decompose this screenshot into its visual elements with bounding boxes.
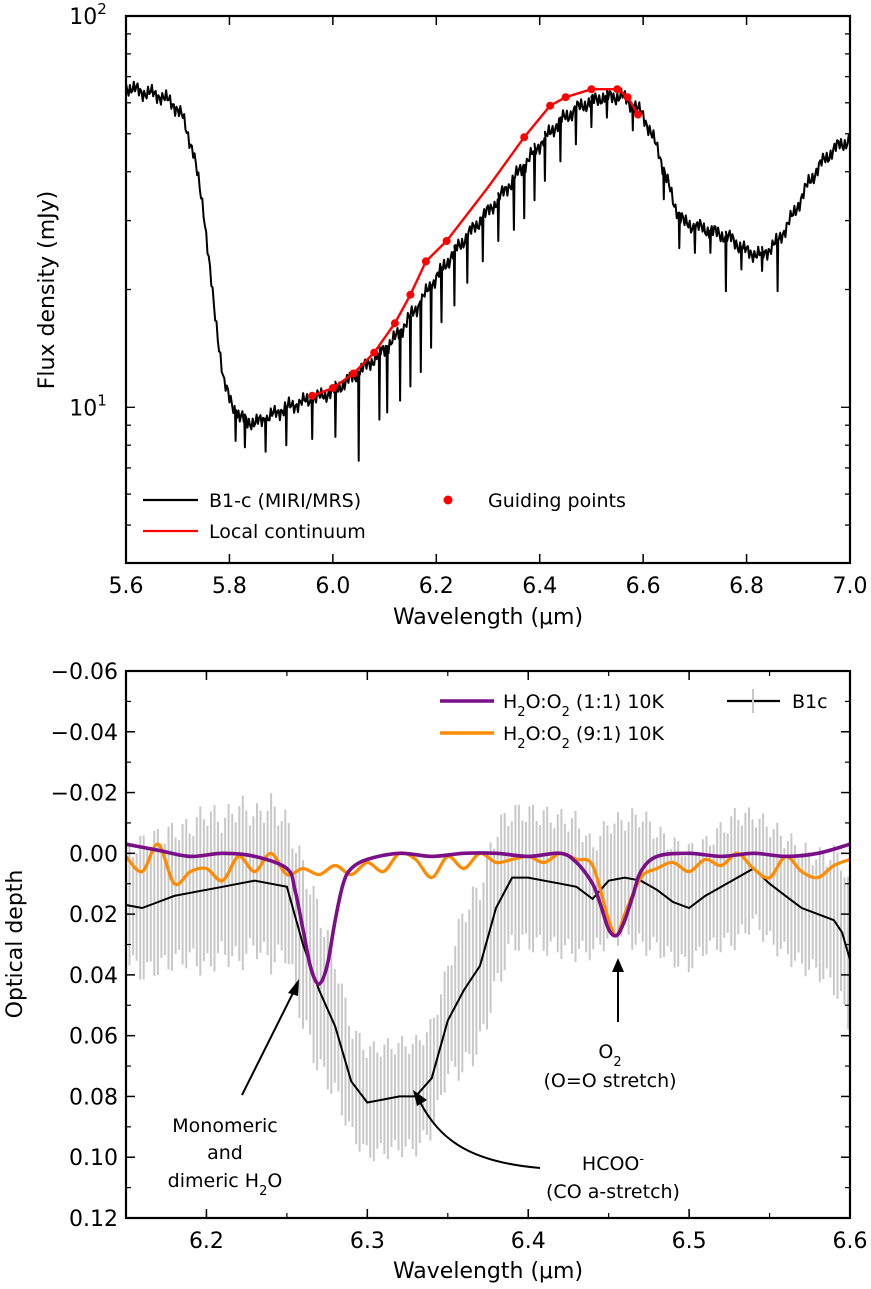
annotation-text-water-line3: dimeric H2O bbox=[168, 1170, 283, 1199]
legend-label-guiding-points: Guiding points bbox=[488, 490, 626, 512]
top-series bbox=[125, 80, 851, 462]
series-h2o-o2-1-1-10k-line bbox=[125, 842, 851, 986]
guiding-point bbox=[406, 290, 415, 299]
guiding-point bbox=[587, 85, 596, 94]
bottom-y-tick-label: 0.10 bbox=[69, 1146, 118, 1171]
top-x-tick-label: 5.8 bbox=[212, 574, 247, 599]
b1c-error-bars bbox=[125, 793, 850, 1162]
legend-label-b1c: B1c bbox=[792, 691, 828, 713]
top-x-tick-label: 6.8 bbox=[729, 574, 764, 599]
top-x-tick-labels: 5.6 5.8 6.0 6.2 6.4 6.6 6.8 7.0 bbox=[109, 574, 868, 599]
annotation-text-hcoo-line1: HCOO- bbox=[582, 1152, 644, 1176]
bottom-y-tick-label: 0.08 bbox=[69, 1085, 118, 1110]
guiding-point bbox=[421, 257, 430, 266]
top-y-axis-label: Flux density (mJy) bbox=[35, 191, 60, 389]
bottom-y-tick-label: 0.12 bbox=[69, 1207, 118, 1232]
bottom-x-tick-label: 6.2 bbox=[189, 1229, 224, 1254]
guiding-point bbox=[308, 391, 317, 400]
top-y-tick-label-exp: 2 bbox=[97, 0, 107, 18]
top-x-tick-label: 5.6 bbox=[109, 574, 144, 599]
annotation-text-o2-line2: (O=O stretch) bbox=[543, 1070, 676, 1092]
annotation-arrowhead-water bbox=[288, 979, 299, 996]
bottom-y-tick-label: 0.00 bbox=[69, 842, 118, 867]
legend-label-h2o-o2-1-1: H2O:O2 (1:1) 10K bbox=[503, 691, 665, 720]
top-y-tick-label-exp: 1 bbox=[97, 391, 107, 409]
annotation-text-water-line1: Monomeric bbox=[172, 1115, 277, 1137]
bottom-legend: H2O:O2 (1:1) 10K H2O:O2 (9:1) 10K B1c bbox=[440, 689, 828, 752]
bottom-y-tick-label: 0.06 bbox=[69, 1025, 118, 1050]
legend-label-local-continuum: Local continuum bbox=[209, 521, 366, 543]
annotation-arrow-hcoo bbox=[419, 1101, 541, 1169]
annotation-o2: O2 (O=O stretch) bbox=[543, 958, 677, 1092]
guiding-point bbox=[623, 93, 632, 102]
bottom-panel: 6.2 6.3 6.4 6.5 6.6 −0.06 −0.04 −0.02 0.00 0.02 0… bbox=[3, 660, 868, 1284]
top-y-tick-label: 101 bbox=[69, 391, 107, 421]
bottom-series bbox=[124, 842, 851, 1104]
annotation-arrowhead-hcoo bbox=[413, 1090, 427, 1106]
bottom-y-tick-label: −0.06 bbox=[51, 660, 118, 685]
guiding-point bbox=[328, 384, 337, 392]
bottom-y-tick-label: −0.04 bbox=[51, 721, 118, 746]
top-x-tick-label: 7.0 bbox=[833, 574, 868, 599]
series-local-continuum-line bbox=[311, 87, 640, 397]
bottom-x-tick-label: 6.3 bbox=[350, 1229, 385, 1254]
guiding-point bbox=[370, 348, 379, 357]
top-ticks bbox=[125, 16, 851, 564]
guiding-point bbox=[390, 319, 399, 328]
bottom-y-tick-label: 0.02 bbox=[69, 903, 118, 928]
bottom-x-tick-labels: 6.2 6.3 6.4 6.5 6.6 bbox=[189, 1229, 868, 1254]
annotation-hcoo: HCOO- (CO a-stretch) bbox=[413, 1090, 680, 1203]
bottom-x-tick-label: 6.6 bbox=[833, 1229, 868, 1254]
guiding-point bbox=[613, 85, 622, 94]
series-b1c-miri-line bbox=[125, 80, 851, 462]
guiding-point bbox=[634, 110, 642, 119]
bottom-y-tick-label: −0.02 bbox=[51, 782, 118, 807]
top-plot-frame bbox=[124, 14, 852, 565]
top-y-tick-label-base: 10 bbox=[69, 396, 97, 421]
series-h2o-o2-9-1-10k-line bbox=[124, 842, 851, 938]
annotation-arrow-water bbox=[241, 984, 298, 1096]
top-x-axis-label: Wavelength (μm) bbox=[393, 605, 583, 630]
legend-label-h2o-o2-9-1: H2O:O2 (9:1) 10K bbox=[503, 723, 665, 752]
top-x-tick-label: 6.2 bbox=[419, 574, 454, 599]
guiding-point bbox=[520, 133, 529, 142]
guiding-point bbox=[442, 237, 451, 245]
annotation-text-o2-line1: O2 bbox=[598, 1041, 621, 1070]
annotation-water: Monomeric and dimeric H2O bbox=[168, 979, 299, 1199]
bottom-x-tick-label: 6.5 bbox=[672, 1229, 707, 1254]
legend-label-b1c-miri: B1-c (MIRI/MRS) bbox=[209, 490, 361, 512]
top-x-tick-label: 6.0 bbox=[315, 574, 350, 599]
series-b1c-line bbox=[125, 867, 851, 1104]
guiding-point bbox=[349, 369, 358, 378]
bottom-x-tick-label: 6.4 bbox=[511, 1229, 546, 1254]
top-y-tick-label-base: 10 bbox=[69, 5, 97, 30]
top-legend: B1-c (MIRI/MRS) Local continuum Guiding … bbox=[143, 490, 626, 543]
annotation-text-hcoo-line2: (CO a-stretch) bbox=[546, 1181, 680, 1203]
top-x-tick-label: 6.6 bbox=[626, 574, 661, 599]
annotation-text-water-line2: and bbox=[207, 1142, 243, 1164]
guiding-point bbox=[546, 101, 555, 110]
bottom-y-tick-label: 0.04 bbox=[69, 964, 118, 989]
top-x-tick-label: 6.4 bbox=[522, 574, 557, 599]
bottom-y-axis-label: Optical depth bbox=[3, 870, 28, 1019]
bottom-ticks bbox=[125, 670, 851, 1219]
top-y-tick-label: 102 bbox=[69, 0, 107, 30]
bottom-y-tick-labels: −0.06 −0.04 −0.02 0.00 0.02 0.04 0.06 0.08 0.10 0… bbox=[51, 660, 118, 1232]
legend-marker-guiding-points bbox=[443, 495, 453, 505]
annotation-arrowhead-o2 bbox=[612, 958, 624, 972]
bottom-x-axis-label: Wavelength (μm) bbox=[393, 1259, 583, 1284]
guiding-point bbox=[561, 93, 570, 102]
